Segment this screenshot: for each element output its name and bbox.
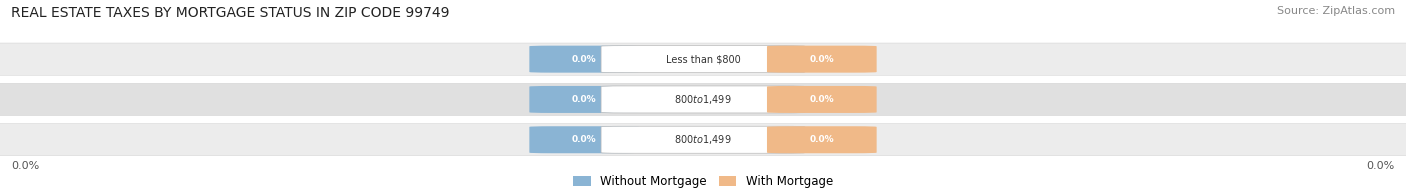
Text: 0.0%: 0.0% bbox=[11, 161, 39, 171]
FancyBboxPatch shape bbox=[768, 86, 877, 113]
Text: REAL ESTATE TAXES BY MORTGAGE STATUS IN ZIP CODE 99749: REAL ESTATE TAXES BY MORTGAGE STATUS IN … bbox=[11, 6, 450, 20]
Text: 0.0%: 0.0% bbox=[810, 135, 834, 144]
FancyBboxPatch shape bbox=[602, 46, 806, 73]
FancyBboxPatch shape bbox=[0, 83, 1406, 116]
FancyBboxPatch shape bbox=[529, 46, 638, 73]
Text: Less than $800: Less than $800 bbox=[665, 54, 741, 64]
FancyBboxPatch shape bbox=[768, 46, 877, 73]
Text: $800 to $1,499: $800 to $1,499 bbox=[675, 133, 731, 146]
Text: 0.0%: 0.0% bbox=[572, 55, 596, 64]
Text: 0.0%: 0.0% bbox=[572, 135, 596, 144]
FancyBboxPatch shape bbox=[768, 126, 877, 153]
Text: 0.0%: 0.0% bbox=[1367, 161, 1395, 171]
FancyBboxPatch shape bbox=[529, 86, 638, 113]
FancyBboxPatch shape bbox=[602, 86, 806, 113]
FancyBboxPatch shape bbox=[529, 126, 638, 153]
FancyBboxPatch shape bbox=[0, 124, 1406, 156]
Text: 0.0%: 0.0% bbox=[810, 95, 834, 104]
Legend: Without Mortgage, With Mortgage: Without Mortgage, With Mortgage bbox=[568, 170, 838, 193]
FancyBboxPatch shape bbox=[0, 43, 1406, 75]
Text: 0.0%: 0.0% bbox=[810, 55, 834, 64]
Text: 0.0%: 0.0% bbox=[572, 95, 596, 104]
FancyBboxPatch shape bbox=[602, 126, 806, 153]
Text: Source: ZipAtlas.com: Source: ZipAtlas.com bbox=[1277, 6, 1395, 16]
Text: $800 to $1,499: $800 to $1,499 bbox=[675, 93, 731, 106]
